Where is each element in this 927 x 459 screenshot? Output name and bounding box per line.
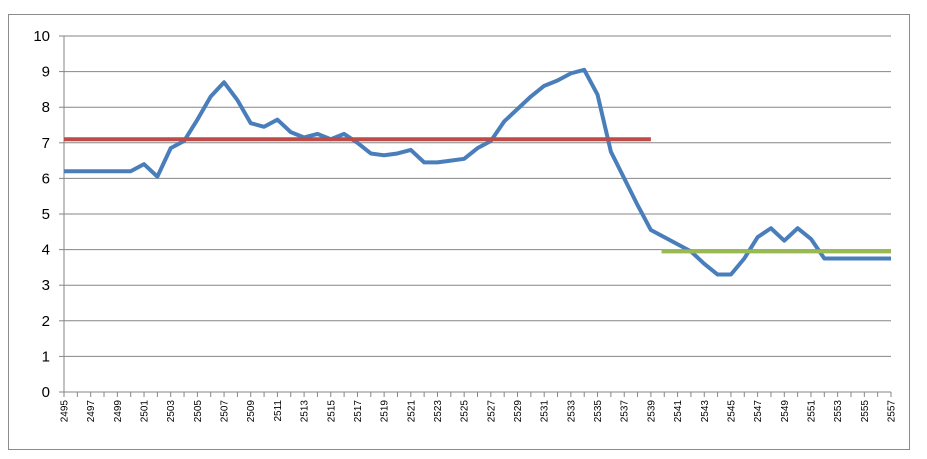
series-line-1 (64, 67, 891, 277)
x-tick-label: 2525 (460, 400, 471, 423)
y-tick-label: 1 (42, 348, 50, 365)
x-tick-label: 2497 (86, 400, 97, 423)
y-tick-label: 7 (42, 135, 50, 152)
series-lines (64, 67, 891, 277)
x-tick-label: 2547 (753, 400, 764, 423)
x-tick-label: 2499 (113, 400, 124, 423)
x-tick-label: 2535 (593, 400, 604, 423)
y-tick-label: 2 (42, 313, 50, 330)
y-tick-label: 9 (42, 64, 50, 81)
x-tick-label: 2551 (806, 400, 817, 423)
x-tick-label: 2521 (406, 400, 417, 423)
x-tick-label: 2509 (246, 400, 257, 423)
x-tick-label: 2519 (380, 400, 391, 423)
gridlines (64, 35, 891, 393)
y-tick-label: 10 (33, 28, 50, 45)
x-tick-label: 2533 (566, 400, 577, 423)
x-tick-label: 2537 (620, 400, 631, 423)
y-axis: 0 1 2 3 4 5 6 7 8 9 10 (33, 28, 65, 401)
x-tick-label: 2555 (860, 400, 871, 423)
x-tick-label: 2507 (220, 400, 231, 423)
x-tick-label: 2517 (353, 400, 364, 423)
x-tick-label: 2553 (833, 400, 844, 423)
x-tick-label: 2541 (673, 400, 684, 423)
x-tick-label: 2515 (326, 400, 337, 423)
x-tick-label: 2523 (433, 400, 444, 423)
line-chart: 0 1 2 3 4 5 6 7 8 9 10 2495 2497 2499 2501 2503 2505 250… (33, 28, 898, 423)
x-tick-label: 2503 (166, 400, 177, 423)
y-tick-label: 6 (42, 170, 50, 187)
x-tick-label: 2545 (726, 400, 737, 423)
x-tick-label: 2557 (887, 400, 898, 423)
x-tick-label: 2531 (540, 400, 551, 423)
x-axis: 2495 2497 2499 2501 2503 2505 2507 2509 2511 2513… (60, 391, 898, 423)
x-tick-label: 2539 (646, 400, 657, 423)
y-tick-label: 4 (42, 242, 50, 259)
chart-frame: 0 1 2 3 4 5 6 7 8 9 10 2495 2497 2499 2501 2503 2505 250… (8, 14, 910, 450)
x-tick-label: 2505 (193, 400, 204, 423)
x-tick-label: 2495 (60, 400, 71, 423)
x-tick-label: 2529 (513, 400, 524, 423)
y-tick-label: 0 (42, 384, 50, 401)
x-tick-label: 2501 (140, 400, 151, 423)
x-tick-label: 2543 (700, 400, 711, 423)
x-tick-label: 2527 (486, 400, 497, 423)
x-tick-label: 2513 (300, 400, 311, 423)
x-tick-label: 2511 (273, 400, 284, 422)
y-tick-label: 5 (42, 206, 50, 223)
y-tick-label: 3 (42, 277, 50, 294)
y-tick-label: 8 (42, 99, 50, 116)
x-tick-label: 2549 (780, 400, 791, 423)
